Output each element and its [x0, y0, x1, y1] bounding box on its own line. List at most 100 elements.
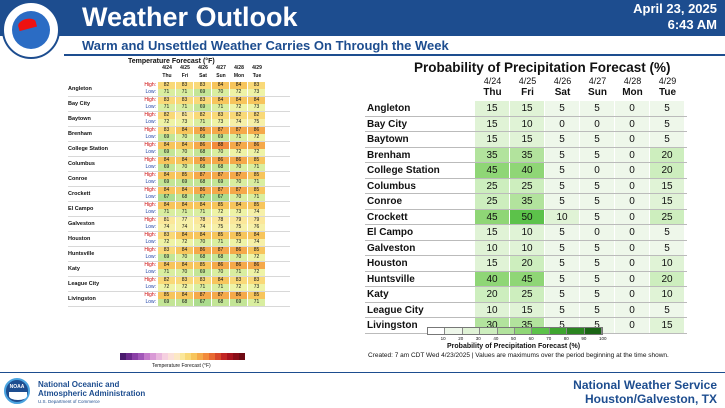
- precip-city: Katy: [367, 289, 389, 300]
- temperature-high-line: 83 83 83 84 84 84: [158, 97, 266, 104]
- precip-scale-tick: 70: [546, 336, 552, 341]
- precip-scale-tick: 50: [511, 336, 517, 341]
- precip-cell: 25: [510, 287, 545, 302]
- temperature-low-cell: 70: [194, 239, 212, 246]
- precip-col-date: 4/24: [483, 76, 502, 86]
- footer-rule: [0, 372, 725, 373]
- temperature-city: Conroe: [68, 176, 88, 182]
- temperature-row: Angleton High: Low: 82 83 83 84 84 83 71 71 69 70 72 7…: [68, 82, 290, 97]
- precip-cell: 45: [475, 163, 510, 178]
- temperature-high-cell: 84: [212, 97, 230, 104]
- temperature-city: Bay City: [68, 101, 91, 107]
- temperature-high-cell: 84: [158, 262, 176, 269]
- page-subtitle: Warm and Unsettled Weather Carries On Th…: [82, 38, 449, 53]
- precip-scale-tick: 100: [599, 336, 607, 341]
- temperature-hilo-labels: High: Low:: [132, 142, 158, 156]
- temperature-low-line: 69 70 68 68 70 71: [158, 164, 266, 171]
- temperature-values: 81 77 78 78 79 79 74 74 74 75 75 76: [158, 217, 266, 231]
- temperature-scale-swatch: [167, 353, 174, 360]
- precip-scale-swatch: [497, 328, 516, 334]
- temperature-low-cell: 71: [212, 104, 230, 111]
- precip-cell: 0: [615, 256, 650, 271]
- issue-date: April 23, 2025: [633, 1, 717, 16]
- temperature-scale-swatch: [173, 353, 180, 360]
- noaa-logo: NOAA: [4, 378, 30, 404]
- temperature-high-cell: 83: [248, 277, 266, 284]
- precip-row: El Campo 15 10 5 0 0 5: [365, 225, 687, 241]
- temperature-low-cell: 74: [248, 239, 266, 246]
- precip-cell: 5: [580, 287, 615, 302]
- precip-cell: 5: [580, 147, 615, 162]
- temperature-low-cell: 71: [248, 179, 266, 186]
- low-label: Low:: [145, 239, 156, 245]
- temperature-scale-swatch: [161, 353, 168, 360]
- temperature-high-cell: 84: [230, 202, 248, 209]
- precip-scale-tick: 30: [475, 336, 481, 341]
- precip-cell: 15: [475, 225, 510, 240]
- temperature-hilo-labels: High: Low:: [132, 232, 158, 246]
- temperature-high-cell: 87: [212, 127, 230, 134]
- temperature-high-cell: 83: [176, 82, 194, 89]
- precip-cell: 5: [545, 178, 580, 193]
- precip-cell: 0: [615, 318, 650, 333]
- temperature-row: Conroe High: Low: 84 85 87 87 87 85 69 69 68 69 70 71: [68, 172, 290, 187]
- low-label: Low:: [145, 164, 156, 170]
- temperature-low-cell: 73: [248, 284, 266, 291]
- temperature-table: 4/24 Thu 4/25 Fri 4/26 Sat 4/27 Sun 4/28 Mon 4/29 T…: [68, 64, 290, 307]
- precip-cell: 15: [475, 132, 510, 147]
- noaa-logo-text: NOAA: [9, 384, 25, 390]
- temperature-low-cell: 69: [212, 179, 230, 186]
- precip-cell: 40: [475, 271, 510, 286]
- temperature-high-cell: 86: [194, 127, 212, 134]
- precip-scale-swatch: [532, 328, 550, 334]
- precip-col-header: 4/26 Sat: [545, 75, 580, 101]
- temperature-high-line: 83 84 84 85 85 84: [158, 232, 266, 239]
- temperature-header: 4/24 Thu 4/25 Fri 4/26 Sat 4/27 Sun 4/28 Mon 4/29 T…: [68, 64, 290, 82]
- precip-col-dow: Fri: [521, 87, 534, 98]
- nws-office: National Weather Service Houston/Galvest…: [573, 378, 717, 406]
- high-label: High:: [144, 247, 156, 253]
- precip-col-date: 4/29: [658, 76, 677, 86]
- temperature-low-cell: 72: [230, 149, 248, 156]
- temperature-low-cell: 67: [158, 194, 176, 201]
- temperature-low-cell: 70: [230, 254, 248, 261]
- temperature-scale-swatch: [221, 353, 228, 360]
- temperature-low-cell: 70: [212, 89, 230, 96]
- temperature-low-cell: 74: [194, 224, 212, 231]
- temperature-low-cell: 71: [194, 284, 212, 291]
- precip-cell: 45: [510, 271, 545, 286]
- temperature-values: 84 84 84 85 84 85 71 71 71 72 73 74: [158, 202, 266, 216]
- temperature-high-cell: 86: [194, 187, 212, 194]
- precip-cell: 0: [615, 225, 650, 240]
- precip-cell: 5: [580, 302, 615, 317]
- precip-cell: 10: [545, 209, 580, 224]
- temperature-low-cell: 68: [212, 299, 230, 306]
- temperature-high-line: 85 84 87 87 86 85: [158, 292, 266, 299]
- precip-city: Galveston: [367, 242, 416, 254]
- temperature-low-cell: 70: [176, 164, 194, 171]
- temperature-low-cell: 73: [176, 119, 194, 126]
- temperature-color-scale: [120, 353, 246, 360]
- temperature-scale-swatch: [209, 353, 216, 360]
- precip-cell: 0: [615, 147, 650, 162]
- precip-cell: 10: [650, 256, 685, 271]
- temperature-high-cell: 86: [230, 157, 248, 164]
- temperature-row: Houston High: Low: 83 84 84 85 85 84 72 72 70 71 73 74: [68, 232, 290, 247]
- temperature-col-dow: Sun: [216, 73, 226, 79]
- temperature-low-cell: 69: [158, 179, 176, 186]
- precip-scale-swatch: [480, 328, 498, 334]
- precip-cell: 10: [510, 116, 545, 131]
- temperature-city: College Station: [68, 146, 109, 152]
- temperature-high-cell: 83: [230, 277, 248, 284]
- temperature-low-cell: 68: [194, 254, 212, 261]
- temperature-high-cell: 87: [194, 292, 212, 299]
- precip-scale-tick: 40: [493, 336, 499, 341]
- temperature-high-cell: 86: [248, 262, 266, 269]
- temperature-high-line: 83 84 86 87 87 86: [158, 127, 266, 134]
- precip-cell: 10: [475, 302, 510, 317]
- temperature-values: 83 83 83 84 84 84 71 71 69 71 72 73: [158, 97, 266, 111]
- temperature-values: 83 84 86 87 86 85 69 70 68 68 70 72: [158, 247, 266, 261]
- temperature-low-cell: 69: [158, 299, 176, 306]
- temperature-low-cell: 69: [230, 299, 248, 306]
- temperature-col-header: 4/27 Sun: [212, 64, 230, 82]
